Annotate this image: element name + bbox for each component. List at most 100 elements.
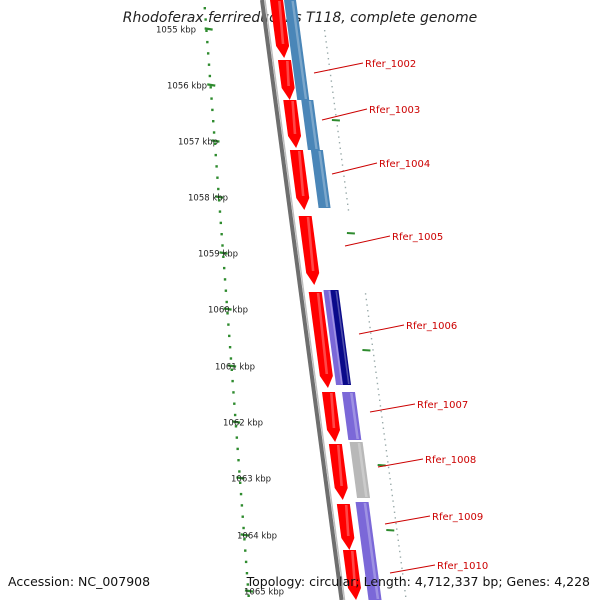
ruler-minor-tick	[228, 334, 231, 338]
outer-dot	[404, 590, 406, 592]
outer-dot	[400, 562, 402, 564]
outer-dot	[377, 388, 379, 390]
outer-dot	[336, 125, 339, 127]
ruler-minor-tick	[204, 18, 207, 21]
outer-dot	[404, 595, 407, 597]
cds-arrow	[342, 550, 361, 600]
ruler-minor-tick	[222, 266, 226, 270]
outer-dot	[382, 427, 385, 429]
outer-dot	[375, 371, 377, 373]
gene-leader-line	[358, 324, 405, 335]
gene-leader-line	[331, 162, 378, 175]
outer-dot	[341, 158, 343, 161]
ruler-minor-tick	[239, 492, 243, 496]
cog-band-shine	[328, 291, 343, 384]
ruler-tick	[211, 139, 220, 143]
cds-arrow-shine	[344, 505, 350, 536]
outer-dot	[323, 30, 326, 32]
outer-dot	[387, 461, 389, 463]
outer-dot	[387, 466, 390, 469]
outer-dot	[385, 450, 388, 452]
outer-dot	[373, 360, 376, 362]
cog-band	[355, 502, 382, 600]
gene-label: Rfer_1010	[437, 561, 488, 572]
gene-label: Rfer_1009	[432, 512, 483, 523]
outer-dot	[388, 472, 391, 474]
ruler-minor-tick	[225, 300, 228, 304]
gene-label: Rfer_1004	[379, 159, 430, 170]
outer-dot	[367, 315, 370, 317]
outer-dot	[396, 534, 399, 536]
cds-arrow-shine	[291, 101, 297, 134]
outer-dot	[398, 545, 400, 547]
position-ruler: 1055 kbp 1056 kbp 1057 kbp 1058 kbp 1059 kbp…	[156, 7, 284, 598]
ruler-minor-tick	[212, 120, 215, 123]
outer-dot	[370, 332, 372, 334]
outer-dot	[344, 186, 347, 189]
ruler-minor-tick	[228, 346, 232, 349]
ruler-minor-tick	[242, 526, 245, 530]
outer-dot	[394, 517, 396, 519]
outer-dot	[372, 349, 374, 351]
ruler-minor-tick	[229, 357, 233, 360]
cds-arrow	[298, 216, 320, 285]
genome-backbone	[260, 0, 346, 600]
cog-band-shine	[357, 443, 368, 497]
ruler-minor-tick	[247, 594, 250, 597]
outer-dot	[381, 422, 384, 424]
accession-text: Accession: NC_007908	[8, 574, 151, 589]
ruler-minor-tick	[235, 436, 239, 439]
gene-leader-line	[313, 62, 364, 74]
cog-band	[284, 0, 310, 100]
cog-band-shine	[291, 1, 308, 99]
cds-track	[270, 0, 361, 600]
gene-label: Rfer_1007	[417, 400, 468, 411]
ruler-tick	[214, 195, 224, 199]
ruler-minor-tick	[217, 199, 221, 202]
ruler-minor-tick	[221, 244, 224, 247]
outer-dot	[374, 366, 376, 368]
outer-dot	[383, 433, 385, 435]
cds-arrow-shine	[306, 217, 315, 271]
ruler-minor-tick	[219, 221, 223, 225]
ruler-label: 1058 kbp	[188, 194, 228, 204]
outer-dot	[403, 584, 405, 586]
cds-arrow	[321, 392, 341, 442]
cds-arrow	[277, 60, 295, 100]
outer-dot	[368, 321, 370, 323]
cog-band	[349, 442, 371, 498]
outer-dot	[335, 114, 337, 116]
ruler-minor-tick	[220, 233, 223, 236]
ruler-minor-tick	[227, 323, 230, 326]
ruler-minor-tick	[236, 447, 239, 451]
ruler-minor-tick	[212, 131, 216, 134]
map-title: Rhodoferax ferrireducens T118, complete …	[122, 10, 478, 26]
ruler-minor-tick	[233, 413, 237, 417]
gene-leader-line	[389, 564, 436, 574]
ruler-minor-tick	[238, 470, 241, 473]
ruler-minor-tick	[237, 459, 240, 462]
outer-dot	[384, 438, 386, 441]
ruler-minor-tick	[245, 572, 249, 575]
outer-tick	[346, 232, 355, 235]
cog-band-shine	[318, 151, 329, 207]
ruler-minor-tick	[203, 7, 206, 10]
outer-dot	[390, 483, 392, 485]
outer-dot	[366, 304, 368, 306]
ruler-minor-tick	[233, 402, 236, 405]
ruler-minor-tick	[211, 108, 214, 112]
outer-tick	[331, 119, 340, 122]
ruler-minor-tick	[240, 504, 244, 507]
outer-dot	[326, 52, 329, 54]
ruler-tick	[236, 476, 245, 480]
cds-arrow-shine	[278, 1, 285, 44]
gene-label: Rfer_1003	[369, 105, 420, 116]
ruler-minor-tick	[214, 153, 217, 157]
outer-dot	[370, 338, 373, 340]
ruler-label: 1062 kbp	[223, 419, 263, 429]
outer-dot	[395, 522, 397, 525]
ruler-tick	[219, 251, 228, 255]
gene-label: Rfer_1005	[392, 232, 443, 243]
outer-dot	[329, 74, 332, 77]
